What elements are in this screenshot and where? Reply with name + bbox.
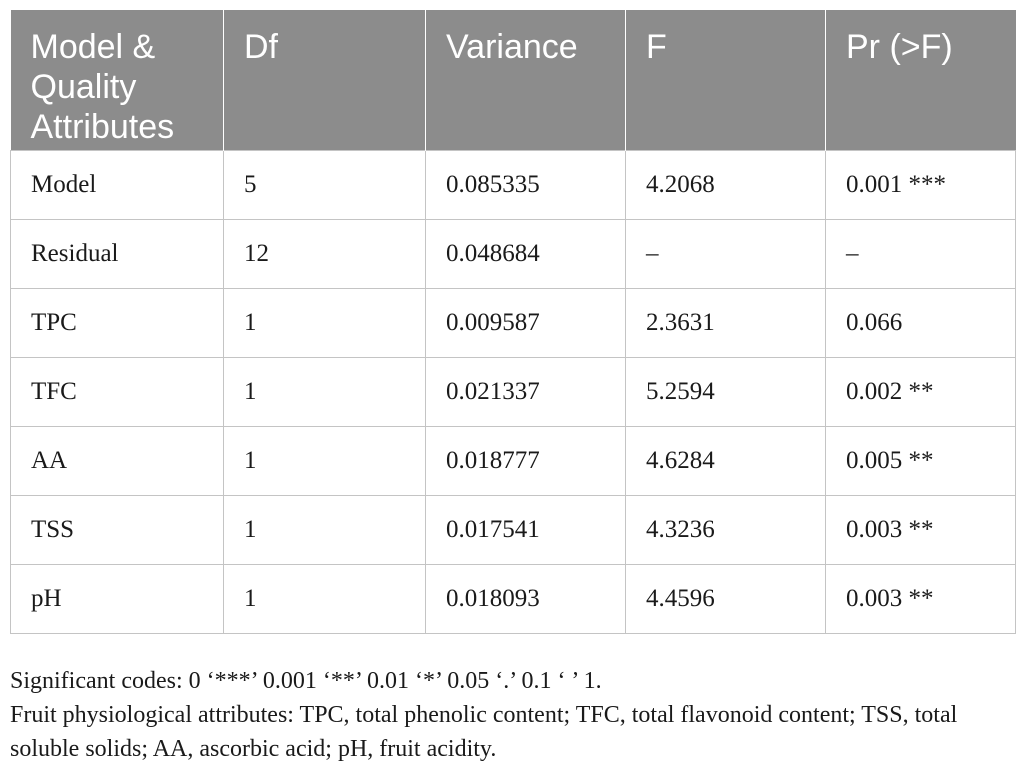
cell-f: 5.2594 (625, 356, 826, 427)
table-header-row: Model & Quality Attributes Df Variance F… (10, 10, 1016, 150)
cell-f: 4.2068 (625, 149, 826, 220)
cell-term: AA (10, 425, 224, 496)
cell-term: Residual (10, 218, 224, 289)
cell-pr: 0.003 ** (825, 494, 1016, 565)
cell-pr: 0.002 ** (825, 356, 1016, 427)
table-row: TPC 1 0.009587 2.3631 0.066 (10, 287, 1016, 358)
table-row: AA 1 0.018777 4.6284 0.005 ** (10, 425, 1016, 496)
cell-variance: 0.009587 (425, 287, 626, 358)
table-row: Model 5 0.085335 4.2068 0.001 *** (10, 149, 1016, 220)
table-row: TFC 1 0.021337 5.2594 0.002 ** (10, 356, 1016, 427)
cell-term: TSS (10, 494, 224, 565)
cell-variance: 0.048684 (425, 218, 626, 289)
cell-pr: 0.066 (825, 287, 1016, 358)
cell-term: TFC (10, 356, 224, 427)
cell-df: 1 (223, 425, 426, 496)
table-footnotes: Significant codes: 0 ‘***’ 0.001 ‘**’ 0.… (10, 664, 1016, 766)
cell-pr: – (825, 218, 1016, 289)
cell-term: TPC (10, 287, 224, 358)
cell-df: 12 (223, 218, 426, 289)
table-row: pH 1 0.018093 4.4596 0.003 ** (10, 563, 1016, 634)
cell-f: 4.6284 (625, 425, 826, 496)
cell-df: 1 (223, 287, 426, 358)
anova-table: Model & Quality Attributes Df Variance F… (10, 10, 1016, 634)
cell-variance: 0.021337 (425, 356, 626, 427)
cell-term: Model (10, 149, 224, 220)
header-model-quality-attributes: Model & Quality Attributes (10, 10, 224, 150)
cell-variance: 0.017541 (425, 494, 626, 565)
header-variance: Variance (425, 10, 626, 150)
cell-df: 5 (223, 149, 426, 220)
cell-f: – (625, 218, 826, 289)
cell-term: pH (10, 563, 224, 634)
cell-pr: 0.003 ** (825, 563, 1016, 634)
cell-f: 2.3631 (625, 287, 826, 358)
header-pr-f: Pr (>F) (825, 10, 1016, 150)
cell-variance: 0.085335 (425, 149, 626, 220)
header-f: F (625, 10, 826, 150)
cell-df: 1 (223, 563, 426, 634)
cell-variance: 0.018093 (425, 563, 626, 634)
cell-f: 4.4596 (625, 563, 826, 634)
table-row: Residual 12 0.048684 – – (10, 218, 1016, 289)
cell-variance: 0.018777 (425, 425, 626, 496)
header-df: Df (223, 10, 426, 150)
anova-table-container: Model & Quality Attributes Df Variance F… (10, 10, 1016, 634)
cell-pr: 0.001 *** (825, 149, 1016, 220)
abbreviations-note: Fruit physiological attributes: TPC, tot… (10, 702, 958, 762)
cell-df: 1 (223, 494, 426, 565)
significance-codes-note: Significant codes: 0 ‘***’ 0.001 ‘**’ 0.… (10, 668, 602, 694)
cell-pr: 0.005 ** (825, 425, 1016, 496)
cell-f: 4.3236 (625, 494, 826, 565)
cell-df: 1 (223, 356, 426, 427)
table-row: TSS 1 0.017541 4.3236 0.003 ** (10, 494, 1016, 565)
